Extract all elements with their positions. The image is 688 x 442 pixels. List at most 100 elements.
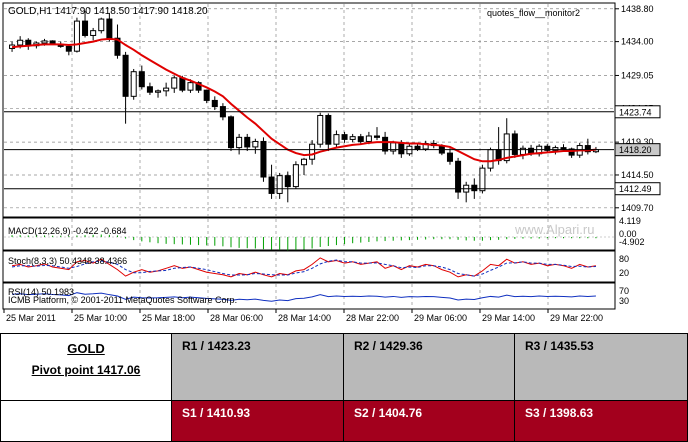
candle: [227, 116, 235, 149]
candle: [211, 99, 218, 108]
candle: [333, 134, 340, 145]
time-tick-label: 29 Mar 06:00: [414, 313, 467, 323]
candle: [17, 39, 24, 46]
price-tick-label: 1438.80: [621, 4, 654, 14]
s1-value: S1 / 1410.93: [182, 406, 251, 420]
copyright-text: ICMB Platform, © 2001-2011 MetaQuotes So…: [8, 295, 237, 305]
candle: [130, 71, 137, 97]
candle: [90, 30, 97, 36]
candle: [98, 18, 105, 32]
candle: [446, 152, 453, 162]
candle: [276, 175, 283, 194]
candle: [171, 77, 178, 89]
candle: [138, 71, 145, 88]
candle: [373, 135, 381, 138]
candle: [284, 175, 291, 188]
time-tick-label: 25 Mar 2011: [6, 313, 56, 323]
candle: [511, 133, 518, 155]
candle: [309, 143, 316, 160]
price-marker-label: 1423.74: [619, 107, 652, 117]
candle: [560, 147, 567, 150]
candle: [41, 40, 48, 44]
time-tick-label: 28 Mar 06:00: [210, 313, 263, 323]
candle: [179, 77, 186, 91]
candle: [584, 145, 591, 153]
time-tick-label: 28 Mar 22:00: [346, 313, 399, 323]
stoch-label: Stoch(8,3,3) 50.4348 38.4366: [8, 256, 127, 266]
candle: [365, 135, 372, 142]
candle: [487, 149, 494, 169]
r1-cell: R1 / 1423.23: [171, 333, 344, 401]
price-marker-label: 1412.49: [619, 184, 652, 194]
candle: [260, 140, 267, 178]
candle: [300, 158, 308, 166]
candle: [317, 114, 324, 145]
price-marker-box: [614, 143, 661, 157]
r3-value: R3 / 1435.53: [525, 339, 594, 353]
stoch-tick-label: 80: [619, 254, 629, 264]
moving-average-line: [11, 37, 597, 163]
rsi-line: [12, 292, 596, 302]
time-tick-label: 25 Mar 10:00: [74, 313, 127, 323]
macd-label: MACD(12,26,9) -0.422 -0.684: [8, 226, 127, 236]
price-level-lines: [4, 111, 614, 190]
macd-tick-label: -4.902: [619, 237, 645, 247]
stoch-main-line: [11, 257, 597, 278]
pivot-table: GOLD Pivot point 1417.06 R1 / 1423.23 R2…: [0, 333, 688, 442]
indicator-name: quotes_flow__monitor2: [487, 8, 580, 18]
empty-cell: [0, 400, 172, 442]
r3-cell: R3 / 1435.53: [514, 333, 688, 401]
price-tick-label: 1419.30: [621, 137, 654, 147]
candle: [455, 160, 462, 193]
price-chart[interactable]: GOLD,H1 1417.90 1418.50 1417.90 1418.20 …: [0, 0, 688, 330]
price-marker-box: [614, 105, 661, 119]
price-markers: 1423.74 1418.20 1412.49: [614, 105, 661, 196]
time-tick-label: 28 Mar 14:00: [278, 313, 331, 323]
rsi-tick-label: 70: [619, 286, 629, 296]
candle: [114, 37, 121, 56]
grid-lines: [4, 4, 614, 308]
candle: [163, 87, 170, 92]
candle: [65, 45, 72, 52]
candle: [341, 134, 348, 140]
candle: [568, 148, 575, 156]
pivot-point: Pivot point 1417.06: [31, 363, 141, 377]
watermark: www.Alpari.ru: [514, 222, 594, 237]
price-tick-label: 1434.00: [621, 37, 654, 47]
r1-value: R1 / 1423.23: [182, 339, 251, 353]
chart-header: GOLD,H1 1417.90 1418.50 1417.90 1418.20: [8, 6, 208, 17]
candle: [146, 86, 153, 93]
s2-value: S2 / 1404.76: [354, 406, 423, 420]
candle: [252, 140, 259, 148]
macd-tick-label: 0.00: [619, 229, 637, 239]
r2-cell: R2 / 1429.36: [343, 333, 515, 401]
macd-pane[interactable]: [2, 217, 616, 251]
candle: [268, 176, 275, 194]
r2-value: R2 / 1429.36: [354, 339, 423, 353]
candle: [292, 164, 299, 188]
macd-tick-label: 4.119: [619, 216, 641, 226]
candle: [382, 136, 389, 152]
rsi-tick-label: 30: [619, 296, 629, 306]
macd-histogram: [4, 234, 614, 251]
candle: [187, 82, 194, 91]
candle: [122, 54, 129, 97]
candle: [479, 167, 486, 192]
candle: [73, 20, 80, 52]
stoch-tick-label: 20: [619, 268, 629, 278]
candle: [106, 18, 113, 39]
s3-value: S3 / 1398.63: [525, 406, 594, 420]
rsi-label: RSI(14) 50.1983: [8, 287, 74, 297]
candle: [195, 82, 202, 91]
candle: [82, 20, 89, 36]
candle: [552, 147, 559, 151]
candle: [349, 136, 356, 140]
candle: [244, 136, 251, 148]
candle: [503, 133, 510, 162]
s2-cell: S2 / 1404.76: [343, 400, 515, 442]
price-tick-label: 1409.70: [621, 203, 654, 213]
price-tick-label: 1414.50: [621, 170, 654, 180]
candle: [357, 136, 364, 142]
candle: [203, 89, 210, 101]
